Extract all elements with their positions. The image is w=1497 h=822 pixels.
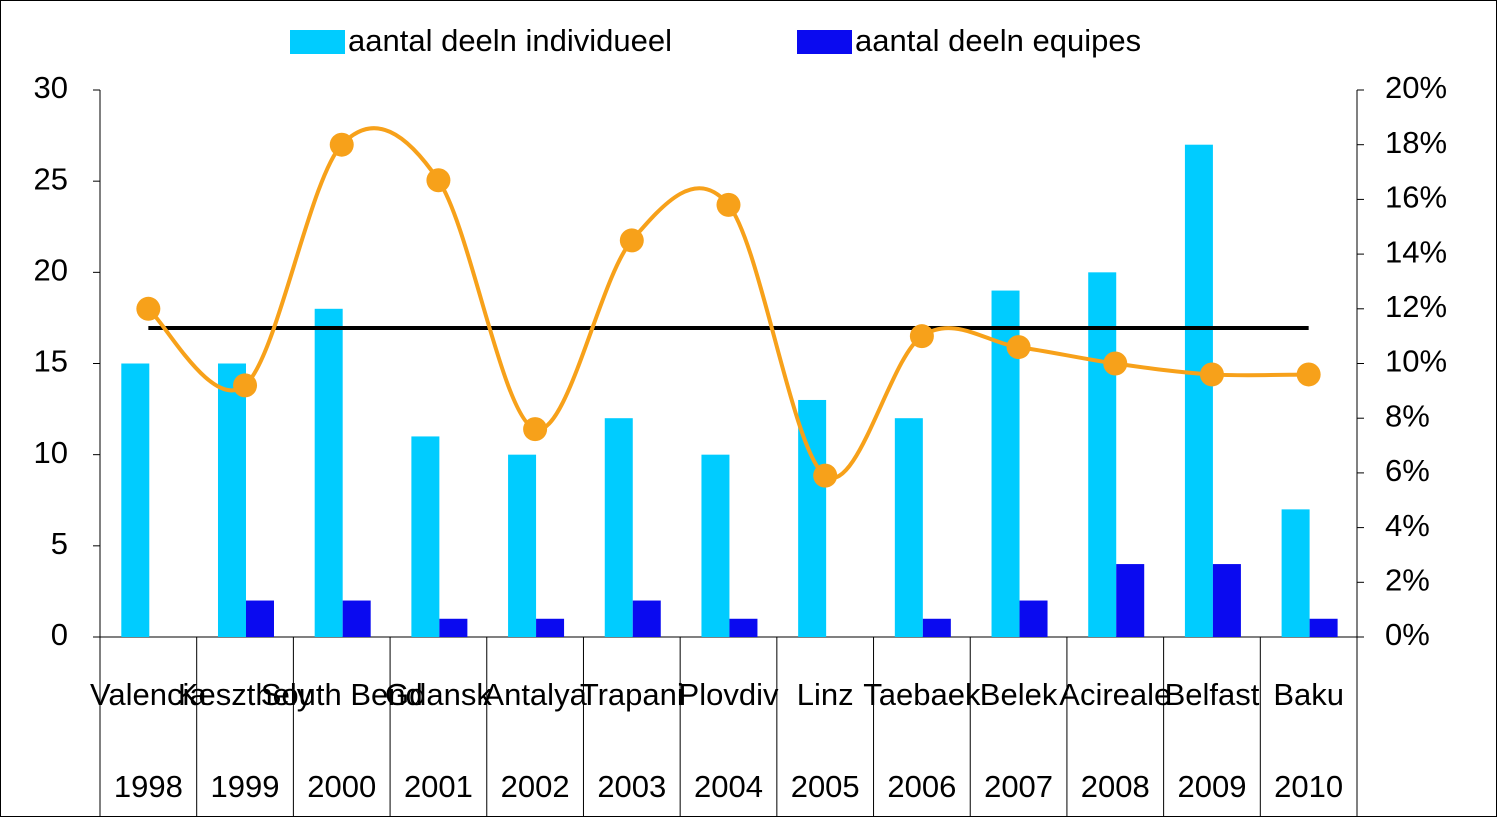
y2-tick-label: 18% <box>1385 125 1447 160</box>
line-marker <box>523 417 548 442</box>
y2-tick-label: 16% <box>1385 180 1447 215</box>
bar <box>1309 618 1338 637</box>
y2-tick-label: 6% <box>1385 453 1430 488</box>
bar <box>439 618 468 637</box>
x-tick-label: Taebaek <box>863 677 981 712</box>
line-marker <box>233 373 258 398</box>
y-tick-label: 20 <box>34 253 68 288</box>
x-tick-label: Belek <box>980 677 1058 712</box>
bar <box>701 454 730 637</box>
bar <box>922 618 951 637</box>
x-tick-label: Valencia <box>90 677 207 712</box>
bar <box>314 308 343 637</box>
bar <box>1019 600 1048 637</box>
x-tick-label: South Bend <box>261 677 423 712</box>
bar <box>1184 144 1213 637</box>
x-tick-label: Plovdiv <box>679 677 779 712</box>
legend-swatch <box>797 30 852 54</box>
x-tick-year: 2006 <box>887 769 956 804</box>
x-tick-year: 2001 <box>404 769 473 804</box>
x-tick-year: 2010 <box>1274 769 1343 804</box>
x-tick-label: Belfast <box>1165 677 1260 712</box>
x-tick-year: 2004 <box>694 769 763 804</box>
x-tick-year: 2000 <box>307 769 376 804</box>
bar <box>121 363 150 637</box>
x-tick-label: Linz <box>797 677 854 712</box>
line <box>146 126 1309 480</box>
x-tick-year: 2008 <box>1081 769 1150 804</box>
y-tick-label: 15 <box>34 344 68 379</box>
y-tick-label: 0 <box>51 617 68 652</box>
y2-tick-label: 2% <box>1385 562 1430 597</box>
y2-tick-label: 14% <box>1385 234 1447 269</box>
x-tick-label: Antalya <box>483 677 587 712</box>
bar <box>1116 564 1145 637</box>
x-tick-label: Acireale <box>1059 677 1171 712</box>
line-marker <box>136 296 161 321</box>
line-marker <box>329 132 354 157</box>
bar <box>245 600 274 637</box>
y2-tick-label: 12% <box>1385 289 1447 324</box>
y-tick-label: 25 <box>34 161 68 196</box>
y-tick-label: 30 <box>34 70 68 105</box>
line-marker <box>1296 362 1321 387</box>
bar <box>632 600 661 637</box>
line-marker <box>1103 351 1128 376</box>
bar <box>342 600 371 637</box>
x-tick-year: 1999 <box>211 769 280 804</box>
bar <box>1212 564 1241 637</box>
y2-tick-label: 0% <box>1385 617 1430 652</box>
bar <box>536 618 565 637</box>
x-tick-label: Trapani <box>580 677 684 712</box>
bar <box>1281 509 1310 637</box>
x-tick-year: 1998 <box>114 769 183 804</box>
bar <box>729 618 758 637</box>
legend-swatch <box>290 30 345 54</box>
x-tick-label: Baku <box>1273 677 1344 712</box>
line-marker <box>1199 362 1224 387</box>
line-marker <box>426 168 451 193</box>
bar <box>1088 272 1117 637</box>
y-tick-label: 10 <box>34 435 68 470</box>
x-tick-label: Keszthely <box>178 677 313 712</box>
x-tick-year: 2003 <box>597 769 666 804</box>
y2-tick-label: 4% <box>1385 508 1430 543</box>
legend-label: aantal deeln equipes <box>855 23 1141 58</box>
line-marker <box>716 192 741 217</box>
x-tick-year: 2007 <box>984 769 1053 804</box>
x-tick-year: 2009 <box>1177 769 1246 804</box>
line-marker <box>813 463 838 488</box>
y2-tick-label: 8% <box>1385 398 1430 433</box>
bar <box>217 363 246 637</box>
bar <box>411 436 440 637</box>
bar <box>604 418 633 637</box>
bar <box>508 454 537 637</box>
line-marker <box>909 324 934 349</box>
bar <box>894 418 923 637</box>
y-tick-label: 5 <box>51 526 68 561</box>
legend-label: aantal deeln individueel <box>348 23 672 58</box>
y2-tick-label: 20% <box>1385 70 1447 105</box>
line-marker <box>1006 335 1031 360</box>
line-marker <box>619 228 644 253</box>
x-tick-year: 2002 <box>501 769 570 804</box>
y2-tick-label: 10% <box>1385 344 1447 379</box>
x-tick-year: 2005 <box>791 769 860 804</box>
x-tick-label: Gdansk <box>385 677 492 712</box>
